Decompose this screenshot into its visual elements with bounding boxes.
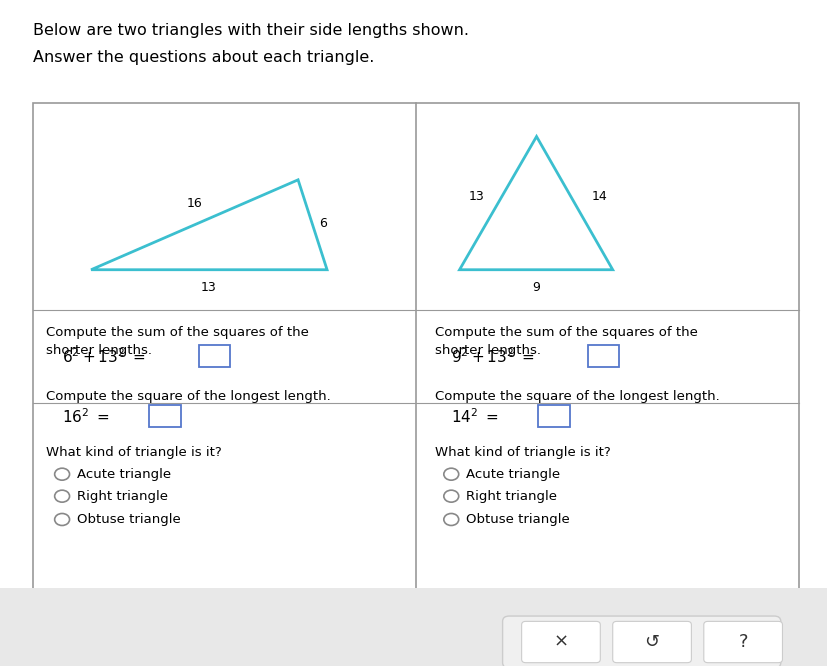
FancyBboxPatch shape xyxy=(33,103,798,609)
FancyBboxPatch shape xyxy=(149,405,180,428)
Text: $14^2\ =$: $14^2\ =$ xyxy=(451,407,499,426)
Text: $16^2\ =$: $16^2\ =$ xyxy=(62,407,110,426)
Text: Right triangle: Right triangle xyxy=(77,490,168,503)
Text: Compute the sum of the squares of the
shorter lengths.: Compute the sum of the squares of the sh… xyxy=(45,326,308,358)
Text: $6^2 + 13^2\ =$: $6^2 + 13^2\ =$ xyxy=(62,347,146,366)
Text: Below are two triangles with their side lengths shown.: Below are two triangles with their side … xyxy=(33,23,469,39)
Text: 16: 16 xyxy=(186,196,203,210)
Text: 13: 13 xyxy=(200,281,217,294)
Text: Compute the square of the longest length.: Compute the square of the longest length… xyxy=(434,390,719,403)
FancyBboxPatch shape xyxy=(502,616,780,666)
Text: What kind of triangle is it?: What kind of triangle is it? xyxy=(45,446,221,460)
Text: $9^2 + 13^2\ =$: $9^2 + 13^2\ =$ xyxy=(451,347,534,366)
Text: Acute triangle: Acute triangle xyxy=(466,468,560,481)
Text: ?: ? xyxy=(738,633,747,651)
FancyBboxPatch shape xyxy=(587,345,619,368)
Text: Right triangle: Right triangle xyxy=(466,490,557,503)
Text: What kind of triangle is it?: What kind of triangle is it? xyxy=(434,446,609,460)
Text: Acute triangle: Acute triangle xyxy=(77,468,171,481)
FancyBboxPatch shape xyxy=(612,621,691,663)
Text: ↺: ↺ xyxy=(643,633,659,651)
FancyBboxPatch shape xyxy=(538,405,569,428)
Text: Compute the sum of the squares of the
shorter lengths.: Compute the sum of the squares of the sh… xyxy=(434,326,696,358)
Text: Obtuse triangle: Obtuse triangle xyxy=(466,513,569,526)
Text: Obtuse triangle: Obtuse triangle xyxy=(77,513,180,526)
FancyBboxPatch shape xyxy=(521,621,600,663)
Text: Compute the square of the longest length.: Compute the square of the longest length… xyxy=(45,390,330,403)
Text: 9: 9 xyxy=(532,281,540,294)
Text: ×: × xyxy=(552,633,568,651)
FancyBboxPatch shape xyxy=(703,621,782,663)
FancyBboxPatch shape xyxy=(198,345,230,368)
Text: 13: 13 xyxy=(468,190,484,203)
Text: Answer the questions about each triangle.: Answer the questions about each triangle… xyxy=(33,50,374,65)
Bar xyxy=(0,587,827,666)
Text: 6: 6 xyxy=(318,216,327,230)
Text: 14: 14 xyxy=(591,190,607,203)
